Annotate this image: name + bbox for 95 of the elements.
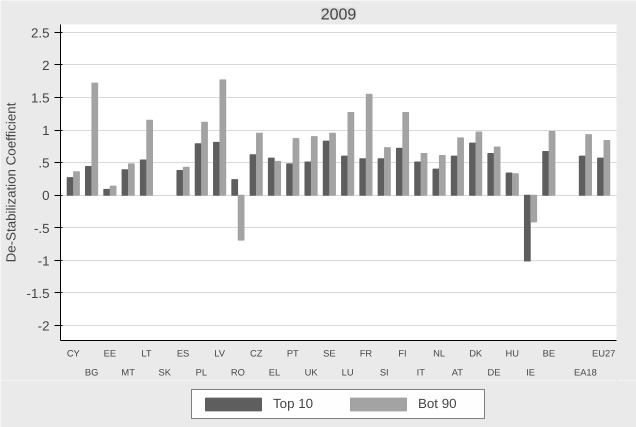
bar	[506, 172, 512, 196]
bar	[414, 161, 421, 196]
bar	[438, 154, 446, 196]
bar	[219, 79, 226, 196]
y-tick-label: 2.5	[30, 25, 50, 40]
x-tick-label: CZ	[250, 348, 263, 358]
x-tick-label: ES	[176, 348, 190, 358]
bar	[250, 154, 256, 196]
y-tick-label: -1.5	[26, 286, 50, 301]
bar	[469, 142, 476, 196]
bar	[66, 177, 74, 196]
bar	[530, 194, 538, 222]
y-tick-label: 2	[42, 58, 50, 73]
x-tick-label: IE	[526, 368, 535, 378]
x-tick-label: EU27	[592, 348, 616, 358]
y-tick-label: -1	[38, 253, 50, 268]
bar	[604, 140, 610, 196]
x-tick-label: LT	[141, 348, 152, 358]
x-tick-label: BG	[84, 368, 98, 378]
bar	[347, 112, 354, 196]
x-tick-label: PT	[286, 348, 300, 358]
y-tick-label: 1.5	[30, 90, 50, 106]
x-tick-label: EA18	[574, 368, 597, 378]
bar	[304, 161, 312, 196]
x-tick-label: FI	[398, 348, 407, 358]
bar	[585, 134, 592, 196]
bar	[201, 122, 208, 196]
x-tick-label: SI	[380, 368, 389, 378]
bar	[432, 168, 440, 196]
bar	[110, 186, 116, 196]
bar	[140, 160, 147, 196]
x-tick-label: EE	[104, 348, 116, 358]
bar	[494, 146, 501, 196]
x-tick-label: RO	[230, 368, 245, 378]
bar	[475, 132, 482, 196]
bar	[487, 153, 494, 196]
bar	[238, 194, 244, 241]
x-tick-label: DK	[469, 348, 483, 358]
bar	[457, 137, 464, 196]
x-tick-label: DE	[487, 368, 500, 378]
bar	[231, 179, 238, 196]
x-tick-label: UK	[304, 368, 318, 378]
bar	[310, 136, 318, 196]
bar	[286, 163, 293, 196]
chart-title: 2009	[320, 6, 356, 24]
bar	[341, 156, 348, 196]
bar	[378, 158, 384, 196]
bar	[256, 132, 263, 196]
bar	[420, 153, 428, 196]
y-axis-title: De-Stabilization Coefficient	[4, 102, 19, 262]
x-tick-label: NL	[433, 348, 446, 358]
x-tick-label: FR	[360, 348, 372, 358]
bar	[268, 158, 275, 196]
x-tick-label: PL	[196, 368, 208, 378]
bar	[329, 132, 336, 196]
bar	[512, 173, 519, 196]
x-tick-label: EL	[268, 368, 280, 378]
y-tick-label: -2	[38, 318, 50, 334]
bar	[128, 163, 135, 196]
bar	[182, 166, 190, 196]
y-tick-label: .5	[38, 156, 50, 171]
x-tick-label: BE	[542, 348, 556, 358]
bar	[194, 143, 202, 196]
legend-label: Bot 90	[418, 396, 458, 411]
bar	[366, 94, 373, 196]
bar	[85, 166, 92, 196]
legend-label: Top 10	[273, 396, 314, 411]
bar	[402, 112, 410, 196]
bar	[597, 158, 604, 196]
y-tick-label: -.5	[34, 220, 50, 236]
x-tick-label: SK	[158, 368, 172, 378]
bar	[213, 142, 220, 196]
x-tick-label: IT	[416, 368, 426, 378]
bar	[292, 138, 300, 196]
x-tick-label: MT	[121, 368, 136, 378]
x-tick-label: LV	[214, 348, 226, 358]
bar	[548, 130, 556, 196]
bar	[91, 82, 98, 196]
bar	[73, 171, 80, 196]
bar	[146, 120, 154, 196]
bar	[542, 151, 550, 196]
x-tick-label: AT	[452, 368, 464, 378]
bar	[122, 169, 128, 196]
y-tick-label: 0	[42, 188, 50, 204]
y-tick-label: 1	[42, 123, 50, 138]
bar	[274, 160, 282, 196]
x-tick-label: HU	[506, 348, 520, 358]
bar	[384, 147, 391, 196]
x-tick-label: CY	[66, 348, 81, 358]
bar	[176, 170, 184, 196]
bar	[396, 148, 403, 196]
x-tick-label: SE	[323, 348, 336, 358]
bar	[524, 194, 531, 262]
x-tick-label: LU	[342, 368, 354, 378]
bar	[359, 158, 366, 196]
